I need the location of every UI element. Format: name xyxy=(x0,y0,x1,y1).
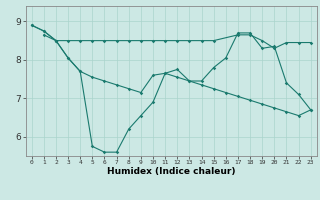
X-axis label: Humidex (Indice chaleur): Humidex (Indice chaleur) xyxy=(107,167,236,176)
